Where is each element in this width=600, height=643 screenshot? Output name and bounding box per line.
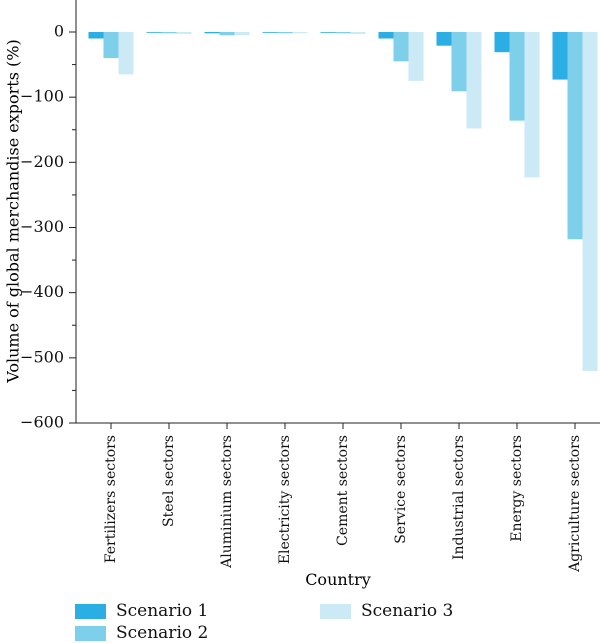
bar-scenario-2-agriculture-sectors: [567, 32, 583, 240]
bar-scenario-2-service-sectors: [393, 32, 409, 62]
y-axis-label: Volume of global merchandise exports (%): [4, 39, 23, 383]
legend-label-scenario-1: Scenario 1: [116, 601, 209, 621]
bar-scenario-3-aluminium-sectors: [234, 32, 250, 36]
bar-scenario-2-steel-sectors: [161, 32, 177, 34]
bar-scenario-2-energy-sectors: [509, 32, 525, 121]
x-tick-label-electricity-sectors: Electricity sectors: [277, 435, 293, 564]
bar-scenario-3-electricity-sectors: [292, 32, 308, 34]
x-tick-labels: Fertilizers sectors Steel sectors Aluminiu…: [103, 423, 583, 573]
x-tick-label-cement-sectors: Cement sectors: [335, 435, 351, 546]
legend-item-scenario-2: Scenario 2: [75, 625, 208, 642]
bar-scenario-1-electricity-sectors: [262, 32, 278, 33]
x-tick-label-steel-sectors: Steel sectors: [161, 435, 177, 527]
y-tick-label-4: −400: [20, 282, 64, 301]
bar-scenario-1-fertilizers-sectors: [88, 32, 104, 39]
bar-scenario-3-energy-sectors: [524, 32, 540, 178]
legend-label-scenario-2: Scenario 2: [116, 623, 209, 643]
x-tick-label-aluminium-sectors: Aluminium sectors: [219, 435, 235, 569]
bar-scenario-3-cement-sectors: [350, 32, 366, 34]
bar-scenario-2-aluminium-sectors: [219, 32, 235, 36]
y-tick-label-3: −300: [20, 217, 64, 236]
y-ticks: 0 −100 −200 −300 −400 −500 −600: [20, 22, 76, 432]
bar-scenario-3-fertilizers-sectors: [118, 32, 134, 75]
bar-scenario-1-industrial-sectors: [436, 32, 452, 46]
legend-swatch-scenario-2: [75, 626, 106, 641]
x-tick-label-energy-sectors: Energy sectors: [509, 435, 525, 542]
y-tick-label-0: 0: [54, 22, 64, 41]
legend-item-scenario-3: Scenario 3: [320, 603, 453, 620]
bar-scenario-3-industrial-sectors: [466, 32, 482, 129]
x-tick-label-industrial-sectors: Industrial sectors: [451, 435, 467, 560]
x-axis-label: Country: [305, 570, 371, 589]
y-tick-label-1: −100: [20, 87, 64, 106]
bars-layer: [88, 32, 598, 371]
x-tick-label-fertilizers-sectors: Fertilizers sectors: [103, 435, 119, 563]
bar-scenario-3-agriculture-sectors: [582, 32, 598, 371]
y-tick-label-5: −500: [20, 347, 64, 366]
bar-scenario-3-steel-sectors: [176, 32, 192, 34]
y-tick-label-2: −200: [20, 152, 64, 171]
bar-scenario-1-service-sectors: [378, 32, 394, 39]
bar-scenario-2-fertilizers-sectors: [103, 32, 119, 59]
y-tick-label-6: −600: [20, 413, 64, 432]
bar-scenario-3-service-sectors: [408, 32, 424, 81]
bar-scenario-1-agriculture-sectors: [552, 32, 568, 80]
legend-swatch-scenario-1: [75, 604, 106, 619]
bar-scenario-1-energy-sectors: [494, 32, 510, 53]
legend-item-scenario-1: Scenario 1: [75, 603, 208, 620]
bar-scenario-2-cement-sectors: [335, 32, 351, 34]
bar-scenario-2-industrial-sectors: [451, 32, 467, 92]
bar-scenario-1-aluminium-sectors: [204, 32, 220, 34]
x-tick-label-service-sectors: Service sectors: [393, 435, 409, 544]
legend-label-scenario-3: Scenario 3: [361, 601, 454, 621]
bar-scenario-2-electricity-sectors: [277, 32, 293, 34]
bar-scenario-1-steel-sectors: [146, 32, 162, 33]
bar-scenario-1-cement-sectors: [320, 32, 336, 33]
legend-swatch-scenario-3: [320, 604, 351, 619]
x-tick-label-agriculture-sectors: Agriculture sectors: [567, 435, 583, 573]
